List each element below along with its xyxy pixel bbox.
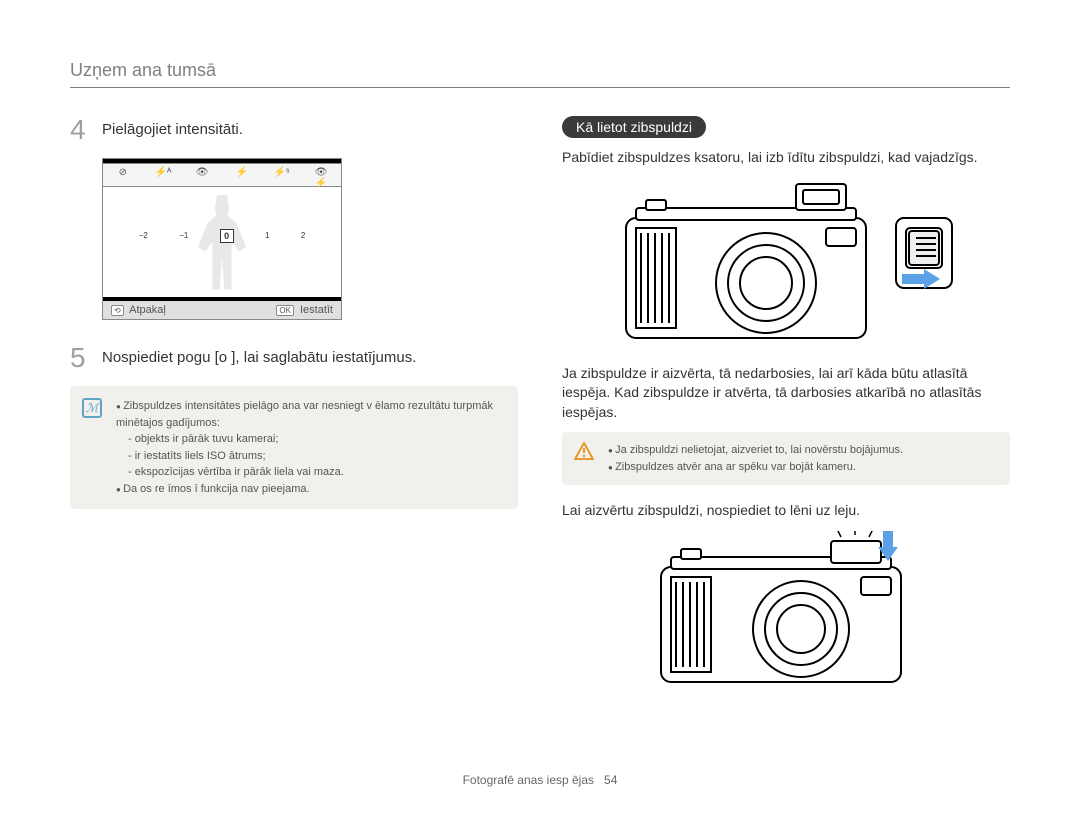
slow-sync-icon: ⚡ˢ — [273, 167, 289, 183]
flash-behavior-paragraph: Ja zibspuldze ir aizvērta, tā nedarbosie… — [562, 364, 1010, 423]
note-bullet: Zibspuldzes intensitātes pielāgo ana var… — [116, 398, 504, 431]
note-subbullet: ir iestatīts liels ISO ātrums; — [128, 448, 504, 465]
step-number: 5 — [70, 344, 102, 372]
step-4: 4 Pielāgojiet intensitāti. — [70, 116, 518, 144]
warning-list: Ja zibspuldzi nelietojat, aizveriet to, … — [608, 442, 996, 475]
flash-auto-icon: ⚡ᴬ — [154, 167, 170, 183]
footer-text: Fotografē anas iesp ējas — [463, 773, 594, 787]
ok-label: Iestatīt — [300, 304, 333, 316]
flash-on-icon: ⚡ — [234, 167, 250, 183]
step-5: 5 Nospiediet pogu [o ], lai saglabātu ie… — [70, 344, 518, 372]
page-number: 54 — [604, 773, 617, 787]
note-subbullet: ekspozīcijas vērtība ir pārāk liela vai … — [128, 464, 504, 481]
warning-bullet: Zibspuldzes atvēr ana ar spēku var bojāt… — [608, 459, 996, 476]
warning-icon — [574, 442, 594, 460]
ok-control: OK Iestatīt — [276, 304, 333, 316]
lcd-main-area: −2 −1 0 1 2 — [103, 187, 341, 297]
close-flash-paragraph: Lai aizvērtu zibspuldzi, nospiediet to l… — [562, 501, 1010, 521]
back-label: Atpakaļ — [129, 304, 166, 316]
step-number: 4 — [70, 116, 102, 144]
warning-bullet: Ja zibspuldzi nelietojat, aizveriet to, … — [608, 442, 996, 459]
scale-zero: 0 — [220, 229, 234, 243]
lcd-bottom-bar: ⟲ Atpakaļ OK Iestatīt — [103, 301, 341, 319]
step-text: Pielāgojiet intensitāti. — [102, 116, 243, 138]
flash-off-icon: ⊘ — [115, 167, 131, 183]
page-title: Uzņem ana tumsā — [70, 60, 216, 80]
ok-key-icon: OK — [276, 305, 294, 316]
warning-box: Ja zibspuldzi nelietojat, aizveriet to, … — [562, 432, 1010, 485]
two-column-layout: 4 Pielāgojiet intensitāti. ⊘ ⚡ᴬ 👁 ⚡ ⚡ˢ 👁… — [70, 116, 1010, 707]
intensity-scale: −2 −1 0 1 2 — [139, 229, 306, 243]
scale-plus-1: 1 — [265, 231, 269, 240]
camera-flash-open-illustration — [606, 178, 966, 348]
scale-minus-1: −1 — [179, 231, 188, 240]
info-note-box: ℳ Zibspuldzes intensitātes pielāgo ana v… — [70, 386, 518, 509]
info-icon: ℳ — [82, 398, 102, 418]
back-key-icon: ⟲ — [111, 305, 124, 316]
intro-paragraph: Pabīdiet zibspuldzes ksatoru, lai izb īd… — [562, 148, 1010, 168]
left-column: 4 Pielāgojiet intensitāti. ⊘ ⚡ᴬ 👁 ⚡ ⚡ˢ 👁… — [70, 116, 518, 707]
redeye-icon: 👁 — [194, 167, 210, 183]
camera-flash-close-illustration — [641, 531, 931, 691]
camera-lcd-preview: ⊘ ⚡ᴬ 👁 ⚡ ⚡ˢ 👁⚡ −2 −1 0 1 2 — [102, 158, 342, 320]
right-column: Kā lietot zibspuldzi Pabīdiet zibspuldze… — [562, 116, 1010, 707]
page-header: Uzņem ana tumsā — [70, 60, 1010, 88]
note-bullet: Da os re īmos ī funkcija nav pieejama. — [116, 481, 504, 498]
scale-plus-2: 2 — [301, 231, 305, 240]
scale-minus-2: −2 — [139, 231, 148, 240]
redeye-fix-icon: 👁⚡ — [313, 167, 329, 183]
step-text: Nospiediet pogu [o ], lai saglabātu iest… — [102, 344, 416, 366]
lcd-icon-bar: ⊘ ⚡ᴬ 👁 ⚡ ⚡ˢ 👁⚡ — [103, 163, 341, 187]
page-footer: Fotografē anas iesp ējas 54 — [0, 773, 1080, 787]
section-heading-pill: Kā lietot zibspuldzi — [562, 116, 706, 138]
note-subbullet: objekts ir pārāk tuvu kamerai; — [128, 431, 504, 448]
back-control: ⟲ Atpakaļ — [111, 304, 166, 316]
note-list: Zibspuldzes intensitātes pielāgo ana var… — [116, 398, 504, 497]
